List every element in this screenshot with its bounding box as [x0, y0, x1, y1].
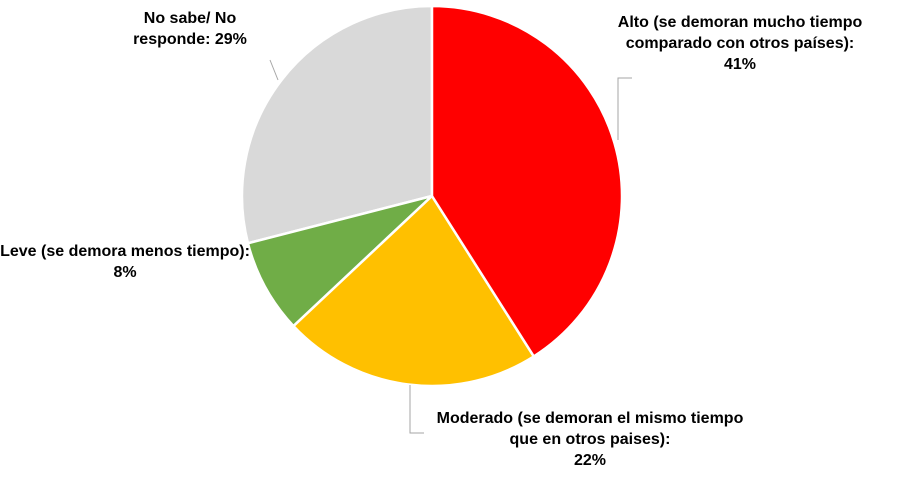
pie-slice	[430, 4, 624, 359]
leader-line	[409, 385, 424, 434]
value-label: 22%	[573, 452, 607, 469]
pie-slice	[291, 194, 536, 388]
pie-slice	[246, 194, 433, 328]
data-label: Alto (se demoran mucho tiempo comparado …	[615, 12, 865, 75]
category-label: Moderado (se demoran el mismo tiempo que…	[436, 410, 744, 448]
leader-line	[269, 59, 279, 81]
leader-line	[617, 77, 632, 140]
value-label: 8%	[113, 264, 137, 281]
value-label: 41%	[723, 56, 757, 73]
category-label: Leve (se demora menos tiempo):	[0, 243, 250, 260]
data-label: No sabe/ No responde: 29%	[105, 8, 275, 50]
category-label: Alto (se demoran mucho tiempo comparado …	[617, 14, 863, 52]
data-label: Leve (se demora menos tiempo): 8%	[0, 241, 250, 283]
value-label: 29%	[214, 31, 247, 48]
category-label: No sabe/ No responde:	[133, 10, 237, 48]
pie-slice	[240, 4, 434, 245]
data-label: Moderado (se demoran el mismo tiempo que…	[425, 408, 755, 471]
